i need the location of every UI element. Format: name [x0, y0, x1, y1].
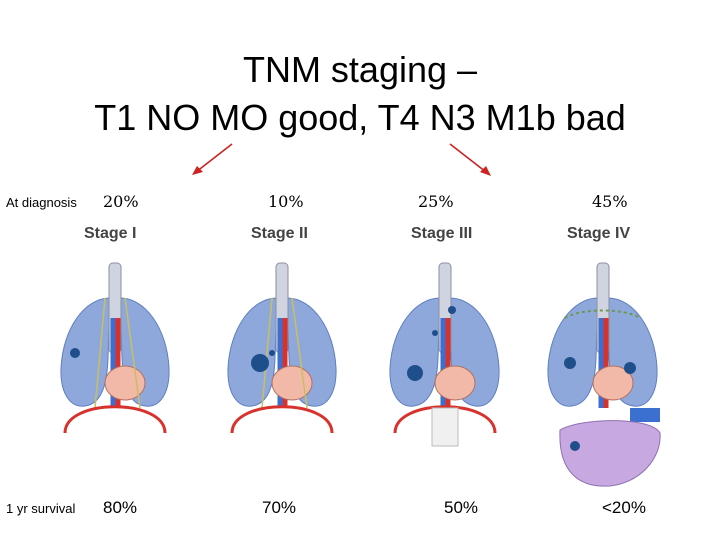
stage-2-diagnosis-pct: 10% [268, 192, 304, 211]
stage-2-survival-pct: 70% [262, 498, 297, 517]
stage-3-diagnosis-pct: 25% [418, 192, 454, 211]
title-line-2: T1 NO MO good, T4 N3 M1b bad [94, 97, 626, 138]
stage-3-lung-illustration [389, 262, 500, 447]
arrow-down-right-icon [449, 143, 491, 176]
stage-4-lung-illustration [547, 262, 661, 487]
stage-1-lung-illustration [60, 262, 170, 434]
stage-4-diagnosis-pct: 45% [592, 192, 628, 211]
stage-3-survival-pct: 50% [444, 498, 479, 517]
stage-4-survival-pct: <20% [602, 498, 646, 517]
stage-2-lung-illustration [227, 262, 337, 434]
stage-1-survival-pct: 80% [103, 498, 138, 517]
at-diagnosis-label: At diagnosis [6, 195, 77, 210]
survival-label: 1 yr survival [6, 501, 76, 516]
stage-2-label: Stage II [251, 225, 308, 242]
stage-3-label: Stage III [411, 225, 473, 242]
stage-1-diagnosis-pct: 20% [103, 192, 139, 211]
arrow-down-left-icon [192, 143, 233, 175]
title-line-1: TNM staging – [242, 49, 478, 90]
stage-1-label: Stage I [84, 225, 137, 242]
stage-4-label: Stage IV [567, 225, 631, 242]
